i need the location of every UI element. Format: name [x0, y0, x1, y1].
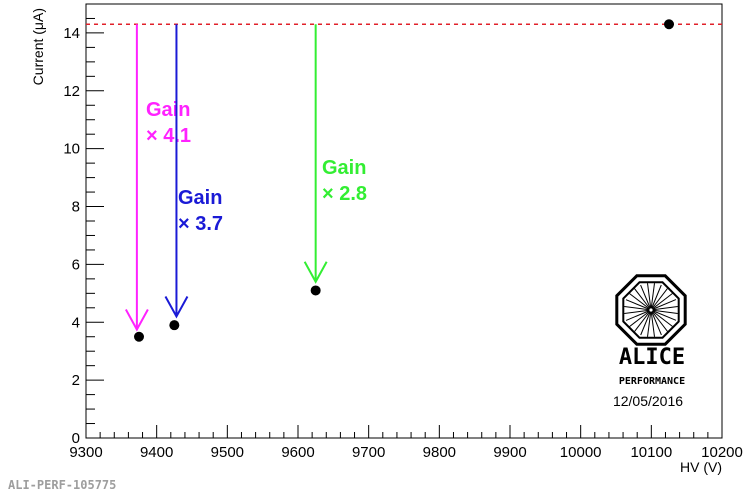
x-tick-label: 9900 — [493, 444, 526, 461]
emblem-ray — [650, 283, 655, 311]
emblem-ray — [650, 309, 678, 314]
y-tick-label: 4 — [72, 314, 80, 331]
emblem-ray — [647, 283, 652, 311]
arrow-head-icon — [303, 261, 328, 284]
y-tick-label: 14 — [63, 25, 80, 42]
x-tick-label: 9800 — [423, 444, 456, 461]
data-point — [310, 285, 321, 296]
emblem-ray — [650, 309, 668, 332]
emblem-ray — [629, 293, 652, 311]
gain-label: Gain — [178, 187, 222, 209]
gain-annotations: Gain × 4.1 Gain × 3.7 Gain × 2.8 — [125, 24, 367, 332]
emblem-ray — [650, 309, 655, 337]
y-axis-label: Current (μA) — [30, 8, 46, 85]
emblem-ray — [634, 288, 652, 311]
data-point — [169, 320, 180, 331]
emblem-ray — [650, 306, 678, 311]
emblem-ray — [650, 293, 673, 311]
emblem-ray — [650, 309, 677, 321]
y-tick-label: 0 — [72, 430, 80, 447]
arrow-head-icon — [125, 309, 149, 332]
emblem-ray — [634, 309, 652, 332]
gain-annotation: Gain × 4.1 — [125, 24, 191, 332]
emblem-ray — [647, 309, 652, 337]
emblem-ray — [640, 284, 652, 311]
x-tick-label: 10200 — [701, 444, 743, 461]
alice-emblem-icon — [615, 274, 687, 346]
emblem-ray — [625, 299, 652, 311]
arrow-head-icon — [164, 295, 189, 319]
gain-factor: × 2.8 — [322, 183, 367, 205]
data-point — [134, 331, 144, 342]
y-tick-label: 8 — [72, 199, 80, 216]
emblem-ray — [624, 309, 652, 314]
gain-label: Gain — [146, 99, 190, 121]
x-tick-label: 9300 — [69, 444, 102, 461]
gain-annotation: Gain × 3.7 — [164, 24, 223, 319]
x-tick-label: 9400 — [140, 444, 173, 461]
alice-name: ALICE — [619, 345, 685, 370]
y-tick-label: 10 — [63, 141, 80, 158]
x-tick-label: 9700 — [352, 444, 385, 461]
x-tick-label: 9500 — [211, 444, 244, 461]
emblem-ray — [624, 306, 652, 311]
emblem-center — [648, 307, 654, 313]
y-tick-label: 12 — [63, 83, 80, 100]
emblem-ray — [629, 309, 652, 327]
emblem-ray — [650, 284, 662, 311]
data-point — [664, 19, 674, 30]
emblem-ray — [650, 288, 668, 311]
x-tick-label: 10100 — [630, 444, 672, 461]
gain-label: Gain — [322, 157, 366, 179]
emblem-ray — [650, 309, 662, 336]
gain-factor: × 4.1 — [146, 125, 191, 147]
figure-id: ALI-PERF-105775 — [8, 478, 117, 492]
emblem-ray — [625, 309, 652, 321]
emblem-ray — [640, 309, 652, 336]
alice-subtitle: PERFORMANCE — [619, 376, 685, 387]
x-tick-label: 9600 — [281, 444, 314, 461]
y-tick-label: 2 — [72, 372, 80, 389]
plot-axes: 9300 9400 9500 9600 9700 9800 9900 10000 10100 10… — [63, 3, 743, 461]
gain-factor: × 3.7 — [178, 213, 223, 235]
y-tick-label: 6 — [72, 256, 80, 273]
alice-date: 12/05/2016 — [613, 393, 683, 409]
alice-performance-logo: ALICE PERFORMANCE 12/05/2016 — [613, 274, 687, 409]
emblem-outer — [615, 274, 687, 346]
data-points — [134, 19, 674, 342]
x-axis-label: HV (V) — [680, 459, 722, 475]
emblem-inner — [622, 281, 680, 339]
emblem-ray — [650, 299, 677, 311]
emblem-ray — [650, 309, 673, 327]
gain-annotation: Gain × 2.8 — [303, 24, 367, 284]
x-tick-label: 10000 — [560, 444, 602, 461]
